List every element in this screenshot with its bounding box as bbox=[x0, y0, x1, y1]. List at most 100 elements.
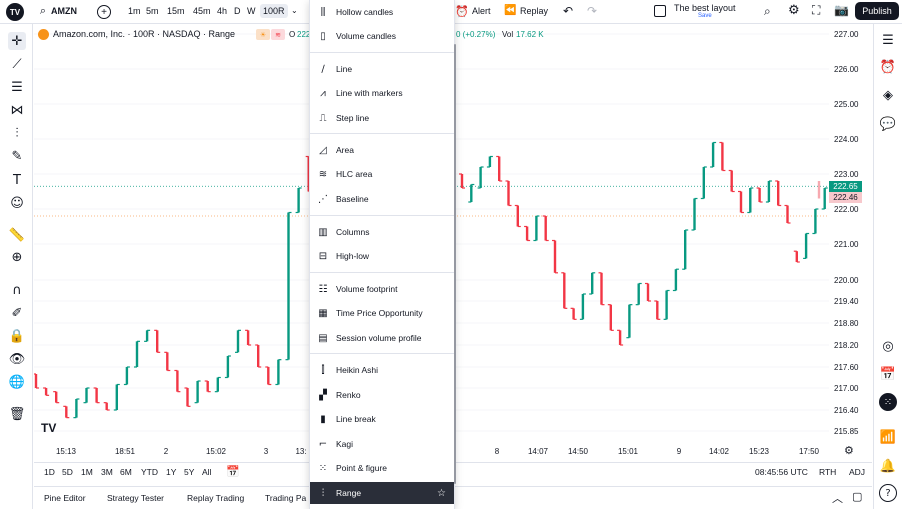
chat-icon[interactable]: 💬 bbox=[879, 116, 897, 132]
menu-item-point-figure[interactable]: ⁙ Point & figure bbox=[310, 457, 454, 479]
axis-settings-icon[interactable]: ⚙ bbox=[844, 444, 854, 457]
rth-toggle[interactable]: RTH bbox=[819, 467, 837, 477]
eye-icon[interactable]: 👁 bbox=[8, 351, 26, 367]
broadcast-icon[interactable]: 📶 bbox=[879, 429, 897, 445]
publish-button[interactable]: Publish bbox=[855, 2, 899, 20]
range-button-5d[interactable]: 5D bbox=[62, 467, 73, 477]
ruler-icon[interactable]: 📏 bbox=[8, 227, 26, 243]
lock-icon[interactable]: 🔒 bbox=[8, 328, 26, 344]
lock-drawings-icon[interactable]: ✐ bbox=[11, 305, 23, 321]
search-icon[interactable]: ⌕ bbox=[39, 4, 47, 17]
alert-button[interactable]: Alert bbox=[472, 6, 491, 16]
interval-15m[interactable]: 15m bbox=[167, 6, 185, 16]
price-tick-label: 218.20 bbox=[834, 341, 859, 350]
interval-100r[interactable]: 100R bbox=[260, 4, 288, 18]
menu-item-columns[interactable]: ▥ Columns bbox=[310, 221, 454, 243]
interval-w[interactable]: W bbox=[247, 6, 256, 16]
layout-name[interactable]: The best layout bbox=[674, 3, 736, 13]
notification-bell-icon[interactable]: 🔔 bbox=[879, 458, 897, 474]
utc-clock[interactable]: 08:45:56 UTC bbox=[755, 467, 808, 477]
add-compare-icon[interactable]: + bbox=[97, 5, 111, 19]
menu-item-hlc-area[interactable]: ≋ HLC area bbox=[310, 163, 454, 185]
target-icon[interactable]: ◎ bbox=[882, 338, 894, 354]
price-chart[interactable] bbox=[34, 24, 872, 462]
panel-tab[interactable]: Pine Editor bbox=[44, 493, 86, 503]
trash-icon[interactable]: 🗑 bbox=[8, 406, 26, 422]
menu-item-heikin-ashi[interactable]: ⫿ Heikin Ashi bbox=[310, 359, 454, 381]
quick-search-icon[interactable]: ⌕ bbox=[764, 4, 771, 18]
panel-tab[interactable]: Trading Pa bbox=[265, 493, 307, 503]
range-button-all[interactable]: All bbox=[202, 467, 212, 477]
globe-icon[interactable]: 🌐 bbox=[8, 374, 26, 390]
interval-5m[interactable]: 5m bbox=[146, 6, 159, 16]
alert-icon[interactable]: ⏰ bbox=[455, 5, 469, 18]
maximize-panel-icon[interactable]: ▢ bbox=[852, 490, 863, 503]
interval-1m[interactable]: 1m bbox=[128, 6, 141, 16]
range-bar-mark bbox=[626, 304, 633, 339]
menu-item-time-price-opportunity[interactable]: ▦ Time Price Opportunity bbox=[310, 302, 454, 324]
apps-grid-icon[interactable]: ⁙ bbox=[879, 393, 897, 411]
menu-item-line-with-markers[interactable]: ⩘ Line with markers bbox=[310, 82, 454, 104]
menu-item-baseline[interactable]: ⋰ Baseline bbox=[310, 188, 454, 210]
interval-4h[interactable]: 4h bbox=[217, 6, 228, 16]
replay-icon[interactable]: ⏪ bbox=[504, 5, 517, 16]
range-button-1m[interactable]: 1M bbox=[81, 467, 93, 477]
magnet-icon[interactable]: ∩ bbox=[12, 282, 22, 298]
menu-item-kagi[interactable]: ⌐ Kagi bbox=[310, 433, 454, 455]
menu-scrollbar[interactable] bbox=[454, 44, 456, 484]
symbol-name[interactable]: AMZN bbox=[51, 6, 77, 16]
layout-checkbox[interactable] bbox=[654, 5, 666, 17]
time-tick-label: 14:02 bbox=[708, 447, 730, 456]
help-icon[interactable]: ? bbox=[879, 484, 897, 502]
menu-item-line-break[interactable]: ▮ Line break bbox=[310, 408, 454, 430]
chevron-up-icon[interactable]: ︿ bbox=[832, 492, 843, 505]
favorite-star-icon[interactable]: ☆ bbox=[437, 487, 446, 499]
fullscreen-icon[interactable]: ⛶ bbox=[812, 3, 821, 17]
range-button-ytd[interactable]: YTD bbox=[141, 467, 158, 477]
calendar-icon[interactable]: 📅 bbox=[879, 366, 897, 382]
gear-icon[interactable]: ⚙ bbox=[788, 3, 800, 18]
panel-tab[interactable]: Strategy Tester bbox=[107, 493, 165, 503]
redo-icon[interactable]: ↷ bbox=[587, 4, 598, 18]
menu-item-range[interactable]: ⫶ Range ☆ bbox=[310, 482, 454, 504]
range-button-1d[interactable]: 1D bbox=[44, 467, 55, 477]
menu-item-hollow-candles[interactable]: ⫼ Hollow candles bbox=[310, 1, 454, 23]
menu-item-area[interactable]: ◿ Area bbox=[310, 139, 454, 161]
range-button-3m[interactable]: 3M bbox=[101, 467, 113, 477]
menu-item-renko[interactable]: ▞ Renko bbox=[310, 384, 454, 406]
range-button-6m[interactable]: 6M bbox=[120, 467, 132, 477]
range-button-5y[interactable]: 5Y bbox=[184, 467, 195, 477]
interval-45m[interactable]: 45m bbox=[193, 6, 211, 16]
chart-legend-title[interactable]: Amazon.com, Inc. · 100R · NASDAQ · Range bbox=[53, 29, 236, 39]
range-button-1y[interactable]: 1Y bbox=[166, 467, 177, 477]
horizontal-lines-icon[interactable]: ☰ bbox=[11, 79, 23, 95]
menu-item-step-line[interactable]: ⎍ Step line bbox=[310, 107, 454, 129]
undo-icon[interactable]: ↶ bbox=[563, 4, 574, 18]
camera-icon[interactable]: 📷 bbox=[834, 3, 849, 17]
date-range-icon[interactable]: 📅 bbox=[226, 465, 240, 478]
panel-tab[interactable]: Replay Trading bbox=[187, 493, 245, 503]
crosshair-icon[interactable]: ✛ bbox=[8, 32, 26, 50]
emoji-icon[interactable]: ☺ bbox=[10, 195, 24, 211]
range-bar-mark bbox=[598, 272, 605, 306]
replay-button[interactable]: Replay bbox=[520, 6, 549, 16]
watchlist-icon[interactable]: ☰ bbox=[882, 32, 894, 48]
zoom-icon[interactable]: ⊕ bbox=[11, 249, 23, 265]
layers-icon[interactable]: ◈ bbox=[883, 87, 893, 103]
alarm-icon[interactable]: ⏰ bbox=[879, 59, 897, 75]
menu-item-line[interactable]: ∕ Line bbox=[310, 58, 454, 80]
fib-icon[interactable]: ⫶ bbox=[15, 125, 19, 141]
menu-item-volume-candles[interactable]: ▯ Volume candles bbox=[310, 25, 454, 47]
menu-item-volume-footprint[interactable]: ☷ Volume footprint bbox=[310, 278, 454, 300]
menu-item-high-low[interactable]: ⊟ High-low bbox=[310, 245, 454, 267]
brush-icon[interactable]: ✎ bbox=[11, 148, 23, 164]
menu-item-session-volume-profile[interactable]: ▤ Session volume profile bbox=[310, 327, 454, 349]
text-icon[interactable]: T bbox=[13, 172, 21, 188]
interval-d[interactable]: D bbox=[234, 6, 241, 16]
adj-toggle[interactable]: ADJ bbox=[849, 467, 866, 477]
tradingview-logo[interactable]: TV bbox=[6, 3, 24, 21]
chevron-down-icon[interactable]: ⌄ bbox=[291, 6, 298, 15]
pitchfork-icon[interactable]: ⋈ bbox=[10, 102, 24, 118]
layout-save-label[interactable]: Save bbox=[698, 13, 712, 19]
trend-line-icon[interactable]: ⟋ bbox=[12, 56, 22, 72]
